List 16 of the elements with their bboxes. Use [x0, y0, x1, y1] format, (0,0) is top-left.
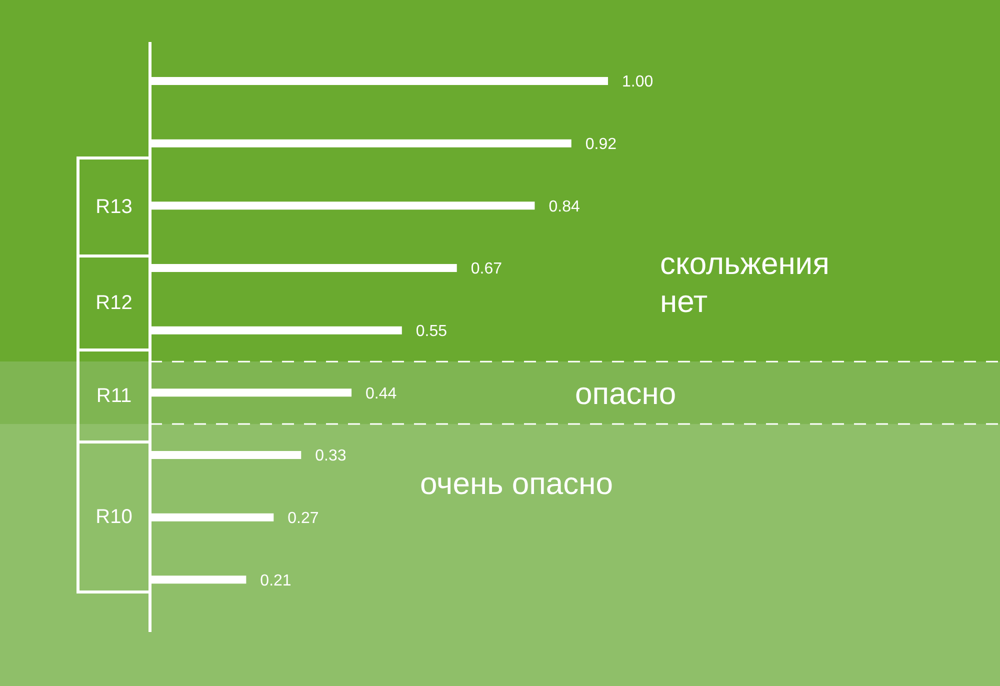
text: R13: [96, 196, 132, 218]
data-label: 0.67: [470, 260, 502, 278]
data-label: 0.27: [288, 510, 319, 528]
text: скольжения нет: [660, 245, 830, 321]
data-label: 0.33: [315, 448, 346, 465]
data-label: 0.55: [416, 323, 448, 340]
text: R12: [96, 292, 132, 314]
text: R11: [96, 385, 132, 407]
annotation: очень опасно: [420, 465, 614, 503]
data-label: 1.00: [622, 74, 654, 91]
data-label: 0.92: [585, 136, 617, 154]
data-label: 0.44: [366, 385, 397, 402]
text: R10: [96, 506, 132, 528]
annotation: опасно: [575, 375, 678, 413]
data-label: 0.21: [260, 572, 292, 590]
data-label: 0.84: [548, 198, 580, 216]
